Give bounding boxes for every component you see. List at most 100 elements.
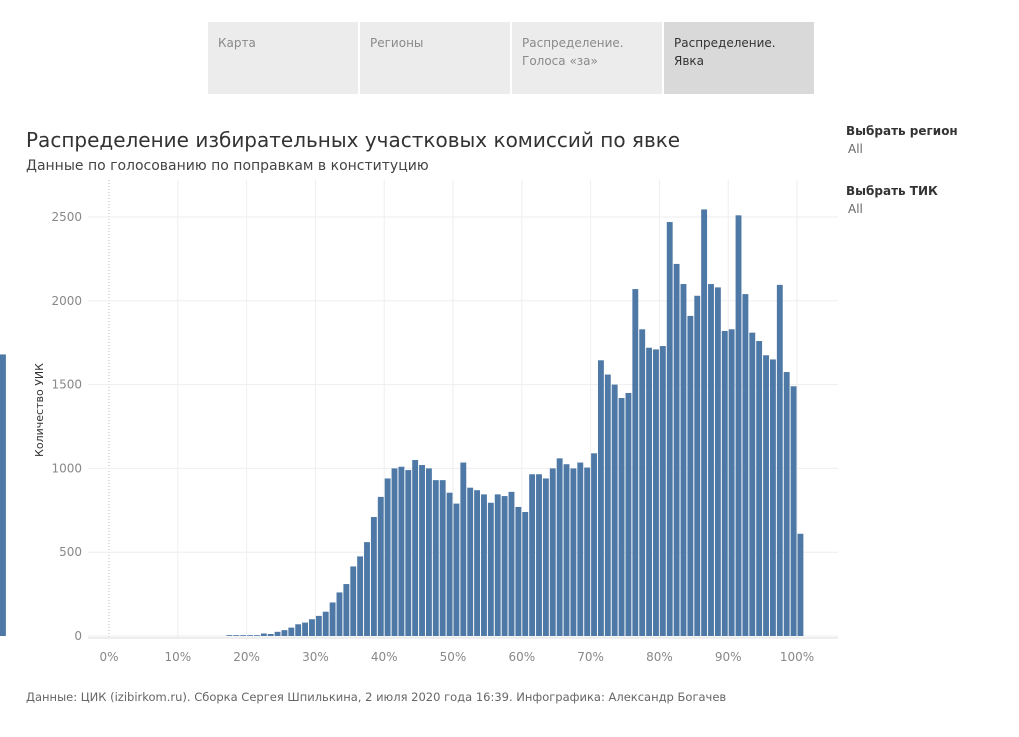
histogram-bar	[233, 635, 240, 636]
histogram-bar	[391, 468, 398, 636]
histogram-bar	[343, 584, 350, 636]
tab-regions[interactable]: Регионы	[360, 22, 510, 94]
tab-distribution-votes-for[interactable]: Распределение. Голоса «за»	[512, 22, 662, 94]
histogram-bar	[790, 386, 797, 636]
histogram-bar	[563, 464, 570, 636]
histogram-bar	[618, 398, 625, 636]
histogram-bar	[721, 330, 728, 636]
histogram-bar	[680, 284, 687, 636]
histogram-bar	[281, 630, 288, 636]
histogram-bar	[322, 611, 329, 636]
histogram-bar	[377, 496, 384, 636]
histogram-bar	[0, 354, 6, 636]
histogram-bar	[412, 460, 419, 636]
histogram-bar	[515, 506, 522, 636]
histogram-bar	[384, 478, 391, 636]
histogram-bar	[336, 592, 343, 636]
histogram-bar	[247, 635, 253, 636]
y-tick-label: 500	[59, 545, 82, 559]
histogram-bar	[714, 287, 721, 636]
histogram-bar	[666, 222, 673, 636]
histogram-bar	[756, 341, 763, 636]
histogram-bar	[302, 622, 309, 636]
region-filter-label: Выбрать регион	[846, 124, 958, 138]
y-tick-label: 1000	[51, 461, 82, 475]
histogram-bar	[556, 458, 563, 636]
histogram-bar	[357, 556, 364, 636]
histogram-bar	[632, 289, 639, 636]
histogram-bar	[370, 517, 377, 636]
y-tick-label: 2000	[51, 294, 82, 308]
histogram-bar	[508, 491, 515, 636]
y-tick-label: 1500	[51, 378, 82, 392]
histogram-bar	[253, 635, 260, 636]
histogram-bar	[398, 466, 405, 636]
chart-title: Распределение избирательных участковых к…	[26, 128, 681, 152]
histogram-bar	[728, 329, 735, 636]
histogram-bar	[446, 492, 453, 636]
histogram-bar	[405, 470, 412, 636]
histogram-bar	[776, 284, 783, 636]
histogram-bar	[570, 468, 577, 636]
histogram-bar	[309, 619, 315, 636]
y-tick-label: 2500	[51, 210, 82, 224]
histogram-bar	[329, 602, 336, 636]
histogram-bar	[549, 468, 556, 636]
histogram-bar	[295, 624, 302, 636]
histogram-bar	[487, 502, 494, 636]
histogram-bar	[432, 480, 439, 636]
x-tick-label: 50%	[440, 650, 467, 664]
histogram-bar	[584, 467, 591, 636]
histogram-bar	[763, 355, 769, 636]
histogram-bar	[467, 487, 474, 636]
histogram-bar	[481, 494, 487, 636]
histogram-bar	[226, 635, 233, 636]
histogram-bar	[425, 468, 432, 636]
data-source-footer: Данные: ЦИК (izibirkom.ru). Сборка Серге…	[26, 690, 727, 704]
x-tick-label: 80%	[646, 650, 673, 664]
histogram-bar	[735, 215, 742, 636]
histogram-bar	[494, 494, 501, 636]
region-filter: Выбрать регион All	[846, 124, 1006, 156]
x-tick-label: 40%	[371, 650, 398, 664]
turnout-histogram: 0 500 1000 1500 2000 2500 0% 10% 20% 30% 40% 50% 60%…	[0, 180, 838, 664]
histogram-bar	[673, 263, 680, 636]
x-tick-label: 70%	[577, 650, 604, 664]
histogram-bar	[694, 295, 701, 636]
tik-filter-select[interactable]: All	[848, 202, 863, 216]
histogram-bar	[639, 329, 646, 636]
histogram-bar	[591, 453, 597, 636]
x-tick-label: 20%	[233, 650, 260, 664]
tab-map[interactable]: Карта	[208, 22, 358, 94]
histogram-bar	[597, 360, 604, 636]
histogram-bar	[522, 511, 529, 636]
histogram-bar	[453, 503, 460, 636]
histogram-bar	[542, 478, 549, 636]
histogram-bar	[288, 627, 295, 636]
histogram-bar	[701, 209, 708, 636]
y-tick-label: 0	[74, 629, 82, 643]
x-tick-label: 10%	[164, 650, 191, 664]
histogram-bar	[439, 480, 446, 636]
histogram-bar	[708, 284, 714, 636]
histogram-bar	[536, 474, 542, 636]
histogram-bar	[460, 462, 467, 636]
histogram-bar	[749, 332, 756, 636]
tab-bar: Карта Регионы Распределение. Голоса «за»…	[208, 22, 814, 94]
tab-distribution-turnout[interactable]: Распределение. Явка	[664, 22, 814, 94]
histogram-bar	[769, 359, 776, 636]
histogram-bar	[653, 349, 659, 636]
y-axis-title: Количество УИК	[33, 363, 46, 457]
x-tick-label: 0%	[99, 650, 118, 664]
histogram-bar	[501, 496, 508, 636]
histogram-bar	[350, 566, 357, 636]
histogram-bar	[240, 635, 247, 636]
region-filter-select[interactable]: All	[848, 142, 863, 156]
histogram-bar	[474, 490, 481, 636]
x-tick-label: 30%	[302, 650, 329, 664]
tik-filter-label: Выбрать ТИК	[846, 184, 938, 198]
histogram-bar	[625, 392, 632, 636]
x-tick-label: 60%	[508, 650, 535, 664]
histogram-bar	[315, 615, 322, 636]
histogram-bar	[611, 384, 618, 636]
